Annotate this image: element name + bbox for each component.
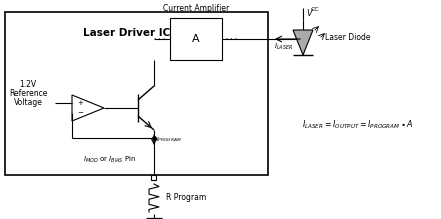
Text: · · ·: · · · <box>154 36 166 42</box>
Text: −: − <box>77 110 83 116</box>
Text: V: V <box>306 9 312 18</box>
Text: $I_{LASER} = I_{OUTPUT} = I_{PROGRAM} \bullet A$: $I_{LASER} = I_{OUTPUT} = I_{PROGRAM} \b… <box>302 119 414 131</box>
Text: Reference: Reference <box>9 89 47 98</box>
Text: Laser Diode: Laser Diode <box>325 34 370 42</box>
Text: 1.2V: 1.2V <box>19 80 37 89</box>
Text: +: + <box>77 100 83 106</box>
Text: R Program: R Program <box>166 194 206 203</box>
Text: $I_{LASER}$: $I_{LASER}$ <box>274 42 293 52</box>
Text: · · ·: · · · <box>226 36 238 42</box>
Text: $I_{MOD}$ or $I_{BIAS}$ Pin: $I_{MOD}$ or $I_{BIAS}$ Pin <box>83 155 137 165</box>
Polygon shape <box>293 30 313 55</box>
Bar <box>5 12 268 175</box>
Text: $I_{PROGRAM}$: $I_{PROGRAM}$ <box>156 136 182 145</box>
Bar <box>170 18 222 60</box>
Text: Current Amplifier: Current Amplifier <box>163 4 229 13</box>
Bar <box>152 175 157 180</box>
Text: CC: CC <box>311 7 320 12</box>
Text: Voltage: Voltage <box>14 98 42 107</box>
Text: A: A <box>192 34 200 44</box>
Text: Laser Driver IC: Laser Driver IC <box>83 28 170 38</box>
